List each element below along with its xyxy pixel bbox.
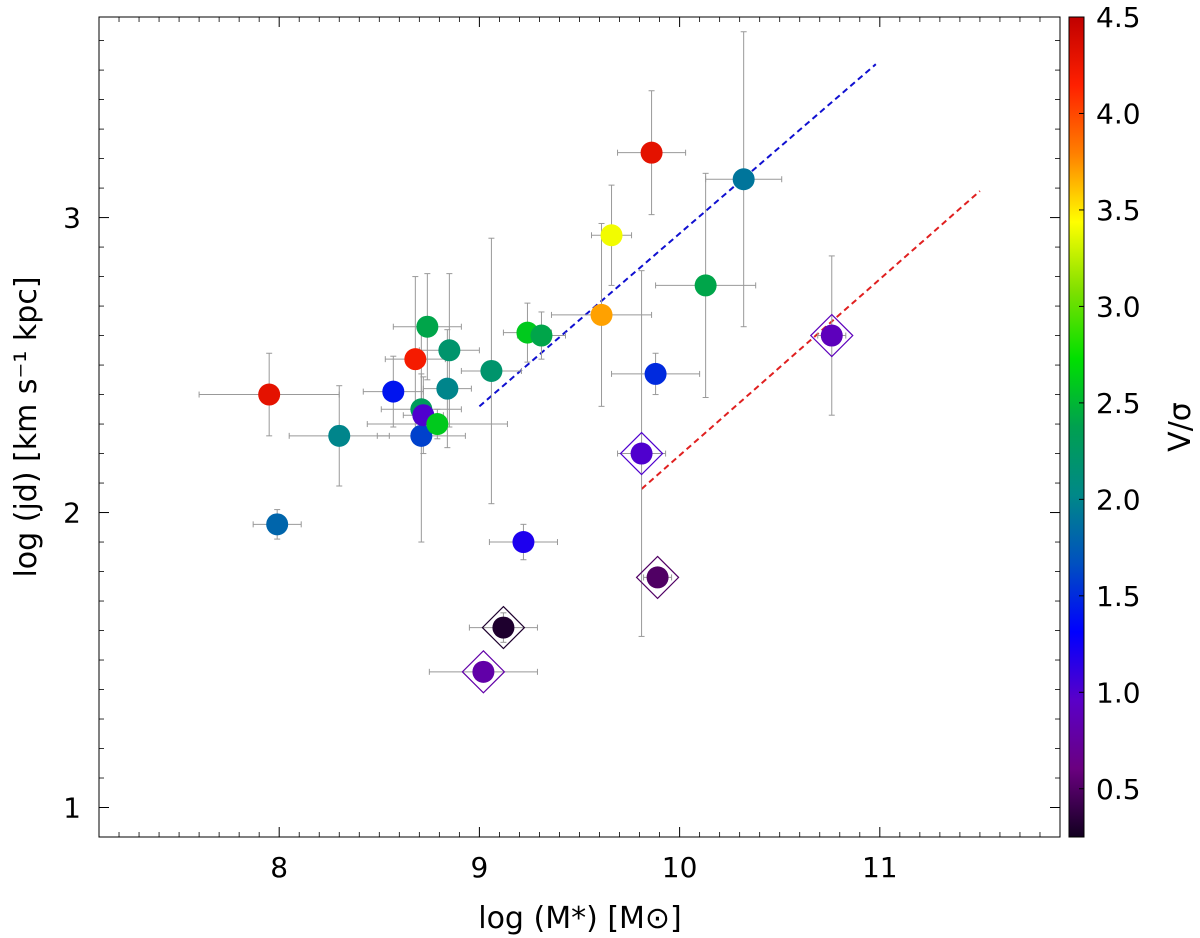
fit-line-red-dashed [640,190,981,490]
data-point [328,424,351,447]
colorbar-tick-label: 4.0 [1096,97,1141,130]
data-point [480,359,503,382]
data-point [266,513,289,536]
x-minor-ticks [118,17,1041,837]
diamond-markers [461,313,854,694]
colorbar-tick-label: 2.0 [1096,483,1141,516]
data-point [644,362,667,385]
data-point [820,324,843,347]
data-point [258,383,281,406]
colorbar-tick-label: 3.0 [1096,290,1141,323]
colorbar-tick-label: 4.5 [1096,1,1141,34]
diamond-marker [809,313,854,358]
data-point [630,442,653,465]
diamond-marker [619,431,664,476]
colorbar-tick-label: 1.0 [1096,676,1141,709]
diamond-marker [481,605,526,650]
colorbar [1068,16,1085,838]
x-tick-label: 8 [270,851,288,884]
x-tick-label: 9 [470,851,488,884]
data-point [410,424,433,447]
y-axis-ticks: 1 2 3 [63,202,1060,825]
data-point [600,224,623,247]
data-point [530,324,553,347]
data-point [492,616,515,639]
y-minor-ticks [99,40,1060,779]
data-point [438,339,461,362]
x-tick-label: 11 [862,851,898,884]
fit-lines [478,63,981,490]
data-point [472,660,495,683]
data-point [732,168,755,191]
diamond-marker [635,555,680,600]
colorbar-ticks: 0.5 1.0 1.5 2.0 2.5 3.0 3.5 4.0 4.5 [1079,1,1141,806]
y-axis-label: log (jd) [km s⁻¹ kpc] [9,276,44,577]
data-point [436,377,459,400]
data-point [640,141,663,164]
y-tick-label: 2 [63,497,81,530]
colorbar-tick-label: 3.5 [1096,194,1141,227]
y-tick-label: 3 [63,202,81,235]
data-point [646,566,669,589]
colorbar-tick-label: 2.5 [1096,387,1141,420]
x-axis-ticks: 8 9 10 11 [270,17,898,884]
data-point [694,274,717,297]
data-point [426,413,449,436]
x-tick-label: 10 [662,851,698,884]
data-point [512,531,535,554]
data-point [590,303,613,326]
colorbar-label: V/σ [1163,402,1198,452]
fit-line-blue-dashed [478,63,877,408]
colorbar-tick-label: 0.5 [1096,773,1141,806]
data-point [416,315,439,338]
colorbar-tick-label: 1.5 [1096,580,1141,613]
data-points [258,141,843,683]
y-tick-label: 1 [63,792,81,825]
x-axis-label: log (M*) [M⊙] [478,901,682,936]
data-point [404,348,427,371]
diamond-marker [461,649,506,694]
plot-area [98,16,1061,838]
data-point [382,380,405,403]
